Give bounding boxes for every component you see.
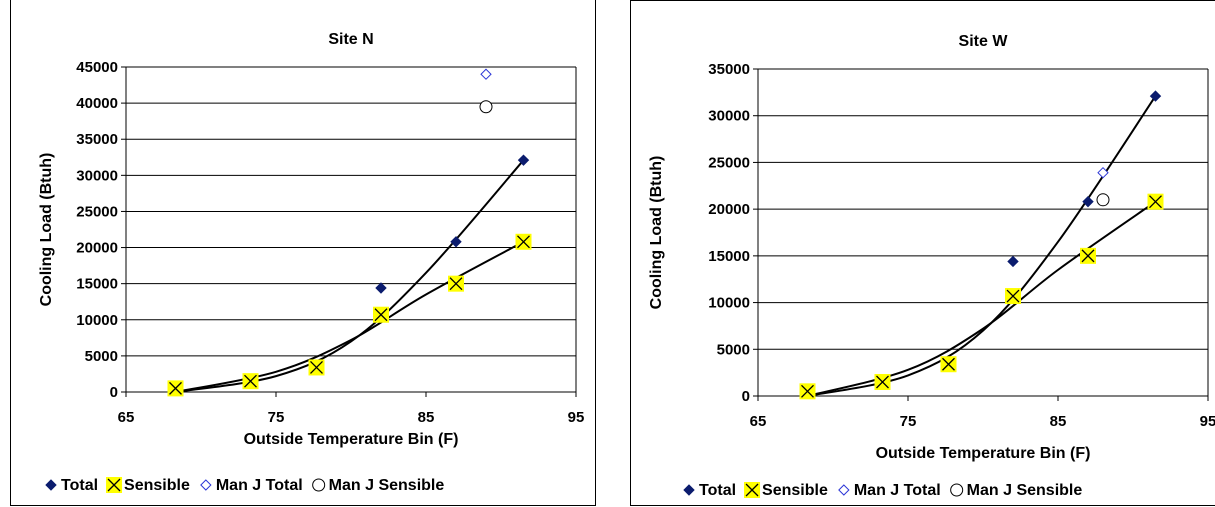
- chart1-series2-point-0: [1097, 166, 1109, 179]
- chart1-ytick-label-4: 20000: [708, 201, 750, 218]
- chart1-legend-label-1: Sensible: [762, 482, 828, 499]
- chart0-ytick-label-9: 45000: [76, 59, 118, 76]
- chart1-ytick-label-6: 30000: [708, 108, 750, 125]
- chart0-ytick-label-6: 30000: [76, 167, 118, 184]
- chart0-ytick-label-0: 0: [110, 384, 118, 401]
- chart0-series1-point-3: [373, 306, 389, 323]
- chart1-ytick-label-1: 5000: [717, 341, 750, 358]
- chart1-series0-point-1: [1082, 195, 1094, 208]
- chart0-series1-point-4-cross: [449, 277, 463, 291]
- chart0-title: Site N: [328, 31, 373, 48]
- chart0-trend-1: [175, 240, 524, 393]
- chart1-legend-marker-0: [683, 484, 695, 496]
- chart0-ytick-label-5: 25000: [76, 203, 118, 220]
- chart1-series1-point-5: [1147, 193, 1164, 210]
- chart1-xtick-label-1: 75: [900, 413, 917, 430]
- chart1-ytick-label-0: 0: [742, 388, 750, 405]
- chart0-series1-point-0-cross: [169, 381, 182, 395]
- chart0-series2-point-0: [480, 68, 492, 80]
- chart0-legend-marker-1-cross: [107, 478, 121, 492]
- chart0-ytick-label-3: 15000: [76, 276, 118, 293]
- chart1-xtick-label-2: 85: [1050, 413, 1067, 430]
- chart0-legend-label-0: Total: [61, 477, 98, 494]
- chart0-series1-point-5: [515, 233, 532, 250]
- chart0-ylabel: Cooling Load (Btuh): [38, 153, 55, 307]
- chart0-series1-point-2-cross: [310, 360, 323, 374]
- chart0-legend-marker-1: [106, 477, 123, 493]
- chart0-xtick-label-3: 95: [568, 409, 585, 426]
- chart0-xtick-label-1: 75: [268, 409, 285, 426]
- chart0-legend-label-1: Sensible: [124, 477, 190, 494]
- chart0-series1-point-1-cross: [244, 374, 257, 388]
- chart1-trend-1: [807, 200, 1157, 397]
- chart1-series1-point-5-cross: [1149, 195, 1162, 209]
- chart1-series1-point-2-cross: [942, 357, 955, 371]
- chart1-series1-point-2: [940, 356, 957, 373]
- chart0-trend-0: [175, 159, 525, 393]
- chart0-series1-point-5-cross: [517, 235, 530, 249]
- chart1-legend-marker-2: [838, 484, 850, 496]
- chart0-legend-marker-0: [45, 479, 57, 491]
- chart1-legend-label-0: Total: [699, 482, 736, 499]
- chart0-series1-point-0: [167, 380, 184, 397]
- chart1-series1-point-3: [1005, 288, 1021, 305]
- chart0-legend-label-3: Man J Sensible: [329, 477, 445, 494]
- chart0-series0-point-0: [375, 282, 387, 294]
- chart1-trend-0: [807, 95, 1157, 397]
- chart0-xlabel: Outside Temperature Bin (F): [244, 431, 459, 448]
- chart1-legend-marker-1: [744, 482, 761, 498]
- chart0-xtick-label-0: 65: [118, 409, 135, 426]
- chart0-ytick-label-4: 20000: [76, 240, 118, 257]
- chart1-series1-point-0: [799, 383, 816, 400]
- chart0-ytick-label-7: 35000: [76, 131, 118, 148]
- chart1-series0-point-2: [1149, 90, 1162, 102]
- chart0-ytick-label-2: 10000: [76, 312, 118, 329]
- chart-svg-site-n: Site N 0 5000 10000 15000 20000 25000 30000 3500…: [38, 31, 585, 494]
- chart1-series1-point-4-cross: [1081, 249, 1095, 263]
- chart0-legend-marker-3: [312, 478, 326, 492]
- chart0-series1-point-2: [308, 359, 325, 376]
- chart0-series0-point-2: [517, 154, 530, 166]
- chart1-series0-point-0: [1007, 255, 1019, 268]
- chart1-series3-point-0: [1096, 193, 1110, 207]
- chart1-legend-marker-1-cross: [745, 483, 759, 497]
- chart0-series1-point-4: [448, 275, 464, 292]
- chart0-series3-point-0: [479, 100, 493, 114]
- chart1-xtick-label-0: 65: [750, 413, 767, 430]
- chart1-series1-point-3-cross: [1006, 289, 1020, 303]
- chart0-legend-label-2: Man J Total: [216, 477, 303, 494]
- chart1-ytick-label-3: 15000: [708, 248, 750, 265]
- chart0-ytick-label-1: 5000: [85, 348, 118, 365]
- chart0-series1-point-1: [242, 373, 259, 390]
- chart1-ylabel: Cooling Load (Btuh): [648, 156, 665, 310]
- chart1-xtick-label-3: 95: [1200, 413, 1215, 430]
- chart1-ytick-label-2: 10000: [708, 295, 750, 312]
- chart1-legend-marker-3: [950, 483, 964, 497]
- chart1-series1-point-1-cross: [876, 375, 889, 389]
- chart-svg-site-w: Site W 0 5000 10000 15000 20000 25000 30000 3500…: [648, 33, 1215, 499]
- chart1-series1-point-4: [1080, 247, 1096, 264]
- chart1-xlabel: Outside Temperature Bin (F): [876, 445, 1091, 462]
- chart-site-n: Site N 0 5000 10000 15000 20000 25000 30000 3500…: [10, 0, 596, 506]
- chart0-legend-marker-2: [200, 479, 212, 491]
- chart1-title: Site W: [959, 33, 1009, 50]
- chart-site-w: Site W 0 5000 10000 15000 20000 25000 30000 3500…: [630, 0, 1215, 506]
- chart1-ytick-label-5: 25000: [708, 154, 750, 171]
- chart0-series1-point-3-cross: [374, 308, 388, 322]
- chart1-series1-point-0-cross: [801, 384, 814, 398]
- chart1-legend-label-2: Man J Total: [854, 482, 941, 499]
- chart0-xtick-label-2: 85: [418, 409, 435, 426]
- chart1-legend-label-3: Man J Sensible: [967, 482, 1083, 499]
- chart1-ytick-label-7: 35000: [708, 61, 750, 78]
- chart1-series1-point-1: [874, 373, 891, 390]
- chart0-ytick-label-8: 40000: [76, 95, 118, 112]
- chart0-series0-point-1: [450, 236, 462, 248]
